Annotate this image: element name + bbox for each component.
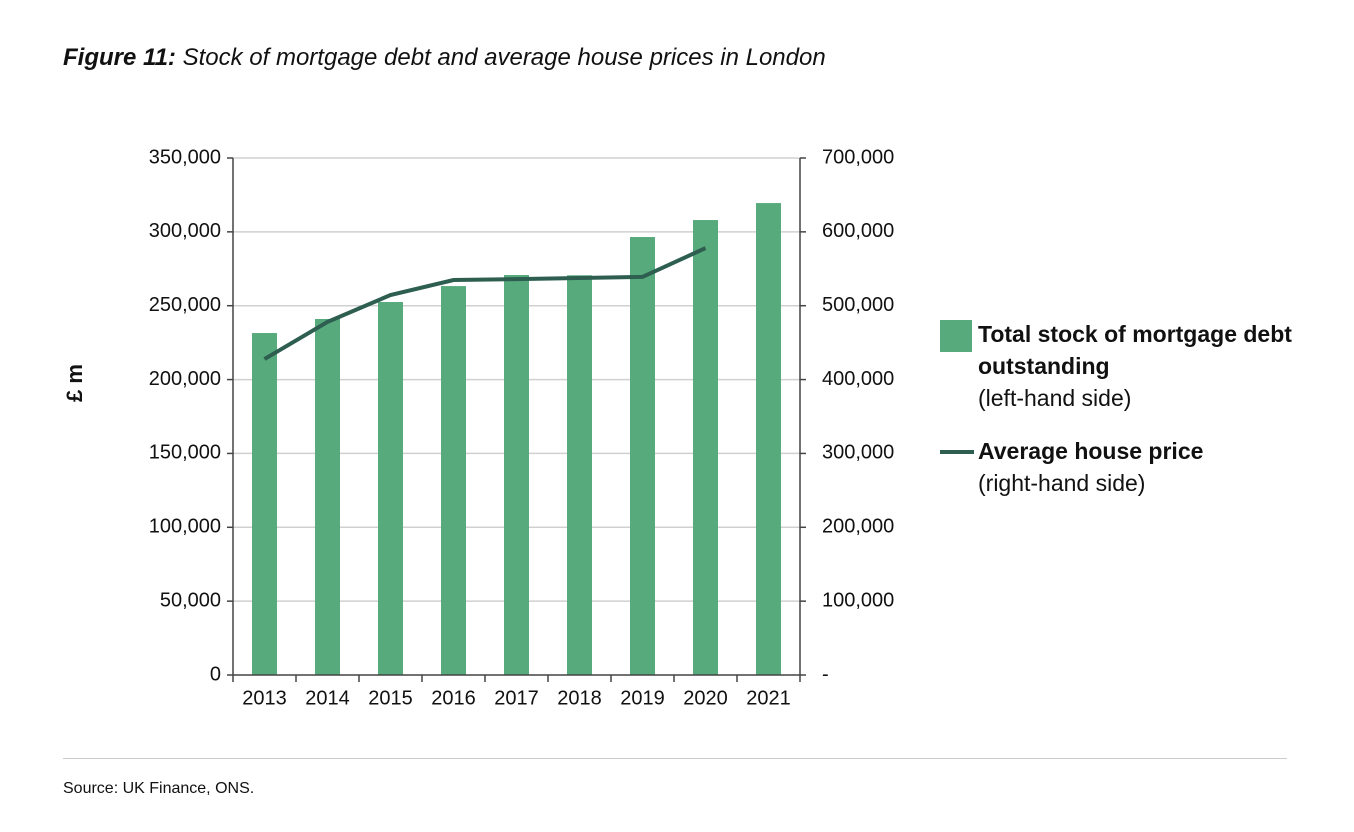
y2-tick-label: 100,000 (822, 589, 894, 611)
y2-tick-label: - (822, 663, 829, 685)
legend-note: (left-hand side) (978, 385, 1132, 411)
y2-tick-label: 700,000 (822, 146, 894, 168)
title-label: Figure 11: (63, 44, 176, 71)
bar (252, 333, 277, 675)
y2-tick-label: 400,000 (822, 368, 894, 390)
y-axis-label: £ m (62, 364, 87, 402)
y2-tick-label: 500,000 (822, 294, 894, 316)
bar (630, 237, 655, 675)
title-text: Stock of mortgage debt and average house… (182, 44, 826, 71)
bar (315, 319, 340, 675)
bar (504, 274, 529, 675)
source: Source: UK Finance, ONS. (63, 780, 255, 797)
bar (756, 203, 781, 675)
legend-name: Average house price (978, 438, 1204, 464)
y-tick-label: 100,000 (149, 516, 221, 538)
y-tick-label: 50,000 (160, 589, 221, 611)
x-tick-label: 2014 (305, 687, 350, 709)
x-tick-label: 2013 (242, 687, 287, 709)
bar (693, 220, 718, 676)
legend-name: Total stock of mortgage debt outstanding (978, 321, 1292, 379)
x-tick-label: 2021 (746, 687, 791, 709)
y-tick-label: 350,000 (149, 146, 221, 168)
y2-tick-label: 200,000 (822, 516, 894, 538)
bar (441, 286, 466, 675)
y-tick-label: 150,000 (149, 442, 221, 464)
bar (567, 275, 592, 675)
x-tick-label: 2016 (431, 687, 476, 709)
legend-swatch (940, 320, 972, 352)
legend-note: (right-hand side) (978, 470, 1146, 496)
x-tick-label: 2019 (620, 687, 665, 709)
y-tick-label: 250,000 (149, 294, 221, 316)
y2-tick-label: 300,000 (822, 442, 894, 464)
bar (378, 302, 403, 675)
x-tick-label: 2020 (683, 687, 728, 709)
y-tick-label: 200,000 (149, 368, 221, 390)
chart-title: Figure 11: Stock of mortgage debt and av… (63, 44, 826, 72)
legend-text: Total stock of mortgage debt outstanding… (978, 318, 1298, 414)
legend-text: Average house price (right-hand side) (978, 435, 1298, 499)
y-tick-label: 0 (210, 663, 221, 685)
line (263, 246, 707, 361)
x-tick-label: 2015 (368, 687, 413, 709)
separator (63, 758, 1287, 759)
y-tick-label: 300,000 (149, 220, 221, 242)
chart: £ m 0 50,000 100,000 150,000 200,000 250,000 3… (62, 146, 894, 709)
x-tick-label: 2018 (557, 687, 602, 709)
x-tick-label: 2017 (494, 687, 539, 709)
legend-swatch (940, 450, 974, 454)
y2-tick-label: 600,000 (822, 220, 894, 242)
